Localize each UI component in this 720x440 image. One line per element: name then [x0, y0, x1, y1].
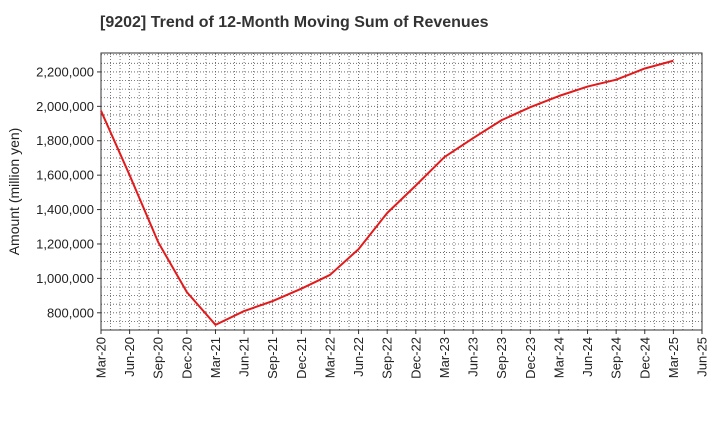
chart-title: [9202] Trend of 12-Month Moving Sum of R…	[100, 14, 489, 31]
x-tick-label: Mar-21	[208, 337, 223, 378]
x-tick-label: Jun-25	[695, 337, 710, 377]
y-tick-label: 1,800,000	[36, 133, 94, 148]
y-axis-label: Amount (million yen)	[6, 128, 22, 256]
x-tick-label: Dec-21	[294, 337, 309, 379]
x-tick-label: Mar-23	[437, 337, 452, 378]
y-tick-label: 1,600,000	[36, 168, 94, 183]
x-tick-label: Dec-22	[408, 337, 423, 379]
y-tick-label: 1,000,000	[36, 271, 94, 286]
x-tick-label: Jun-20	[122, 337, 137, 377]
x-tick-label: Dec-24	[637, 337, 652, 379]
x-tick-label: Mar-22	[322, 337, 337, 378]
y-tick-label: 800,000	[47, 305, 94, 320]
plot-border	[100, 52, 703, 331]
x-tick-label: Dec-20	[179, 337, 194, 379]
y-tick-label: 2,200,000	[36, 64, 94, 79]
x-tick-label: Mar-24	[551, 337, 566, 378]
y-tick-label: 2,000,000	[36, 99, 94, 114]
x-tick-label: Jun-23	[466, 337, 481, 377]
x-tick-label: Sep-22	[380, 337, 395, 379]
x-tick-label: Jun-21	[237, 337, 252, 377]
x-tick-label: Sep-21	[265, 337, 280, 379]
x-tick-label: Sep-20	[151, 337, 166, 379]
x-tick-label: Dec-23	[523, 337, 538, 379]
x-tick-label: Sep-23	[494, 337, 509, 379]
x-tick-label: Jun-24	[580, 337, 595, 377]
y-tick-label: 1,400,000	[36, 202, 94, 217]
x-tick-label: Mar-25	[666, 337, 681, 378]
x-tick-label: Jun-22	[351, 337, 366, 377]
plot-area	[101, 53, 702, 330]
y-tick-label: 1,200,000	[36, 236, 94, 251]
x-tick-label: Sep-24	[609, 337, 624, 379]
x-tick-label: Mar-20	[94, 337, 109, 378]
